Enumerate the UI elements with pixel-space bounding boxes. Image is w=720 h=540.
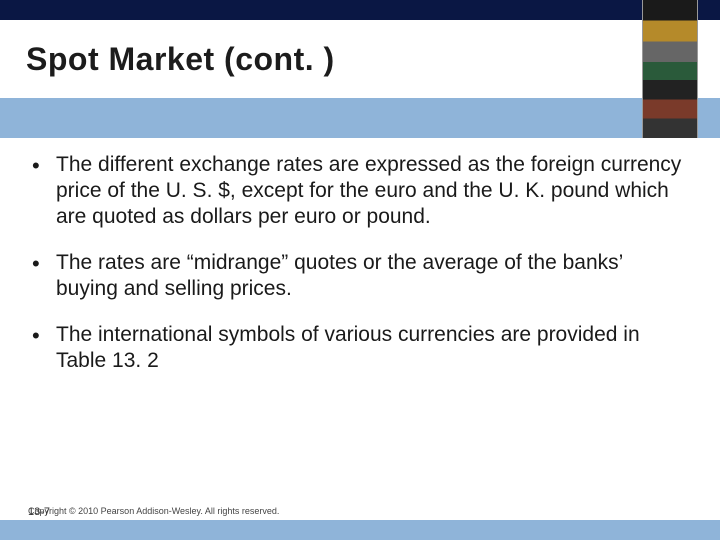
top-dark-band <box>0 0 720 20</box>
bullet-item: The rates are “midrange” quotes or the a… <box>28 250 684 302</box>
title-band: Spot Market (cont. ) <box>0 20 720 98</box>
bullet-text: The different exchange rates are express… <box>56 153 681 228</box>
slide-title: Spot Market (cont. ) <box>26 41 335 78</box>
bullet-item: The international symbols of various cur… <box>28 322 684 374</box>
bullet-list: The different exchange rates are express… <box>28 152 684 374</box>
copyright-text: Copyright © 2010 Pearson Addison-Wesley.… <box>28 506 279 516</box>
slide-content: The different exchange rates are express… <box>28 152 684 394</box>
bullet-item: The different exchange rates are express… <box>28 152 684 230</box>
bullet-text: The rates are “midrange” quotes or the a… <box>56 251 623 300</box>
currency-strip-decor <box>642 0 698 138</box>
footer-band <box>0 520 720 540</box>
accent-band <box>0 98 720 138</box>
bullet-text: The international symbols of various cur… <box>56 323 640 372</box>
